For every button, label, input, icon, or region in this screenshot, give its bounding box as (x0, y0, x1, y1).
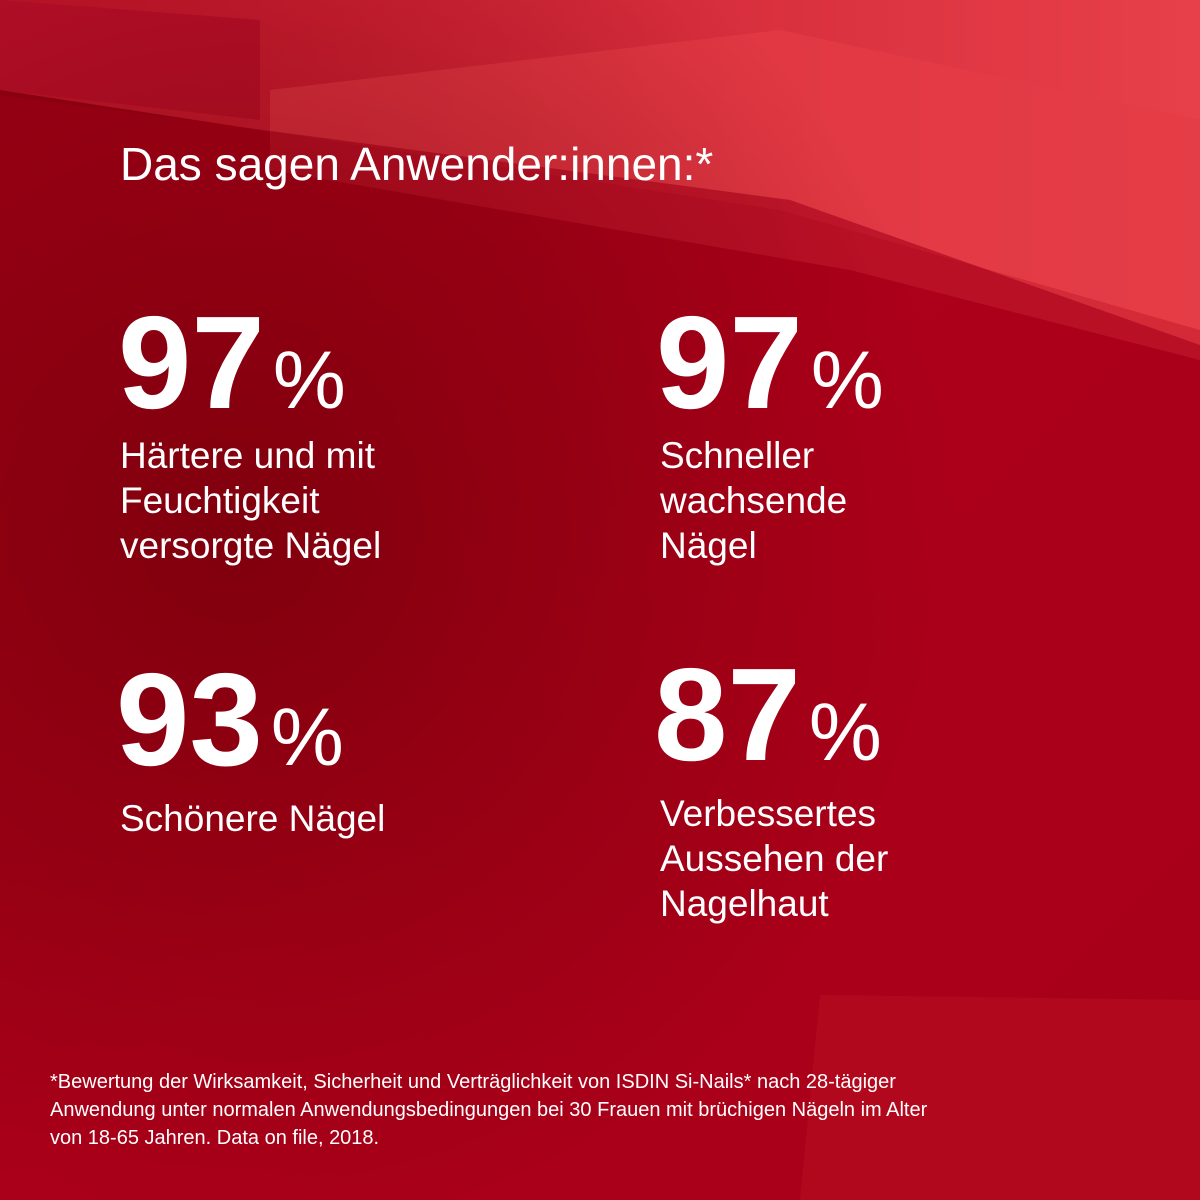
stat-value: 97 (656, 289, 803, 436)
stat-unit: % (273, 335, 346, 426)
stat-number: 97% (118, 289, 346, 436)
stat-label: Nagelhaut (660, 883, 829, 924)
footnote: *Bewertung der Wirksamkeit, Sicherheit u… (50, 1071, 896, 1093)
stat-label: Verbessertes (660, 793, 876, 834)
stat-value: 97 (118, 289, 265, 436)
stat-label: wachsende (659, 480, 847, 521)
stat-label: Schönere Nägel (120, 798, 385, 839)
stat-label: Aussehen der (660, 838, 888, 879)
stat-label: Nägel (660, 525, 757, 566)
bg-shape (800, 995, 1200, 1200)
stat-number: 93% (116, 646, 344, 793)
footnote: Anwendung unter normalen Anwendungsbedin… (50, 1099, 928, 1121)
stat-unit: % (809, 687, 882, 778)
stat-value: 93 (116, 646, 263, 793)
stat-number: 97% (656, 289, 884, 436)
stat-number: 87% (654, 641, 882, 788)
stat-label: versorgte Nägel (120, 525, 381, 566)
footnote: von 18-65 Jahren. Data on file, 2018. (50, 1127, 379, 1149)
stat-label: Feuchtigkeit (120, 480, 320, 521)
title: Das sagen Anwender:innen:* (120, 138, 713, 190)
stat-value: 87 (654, 641, 801, 788)
stat-unit: % (811, 335, 884, 426)
stat-label: Härtere und mit (120, 435, 376, 476)
stat-label: Schneller (660, 435, 814, 476)
stat-unit: % (271, 692, 344, 783)
